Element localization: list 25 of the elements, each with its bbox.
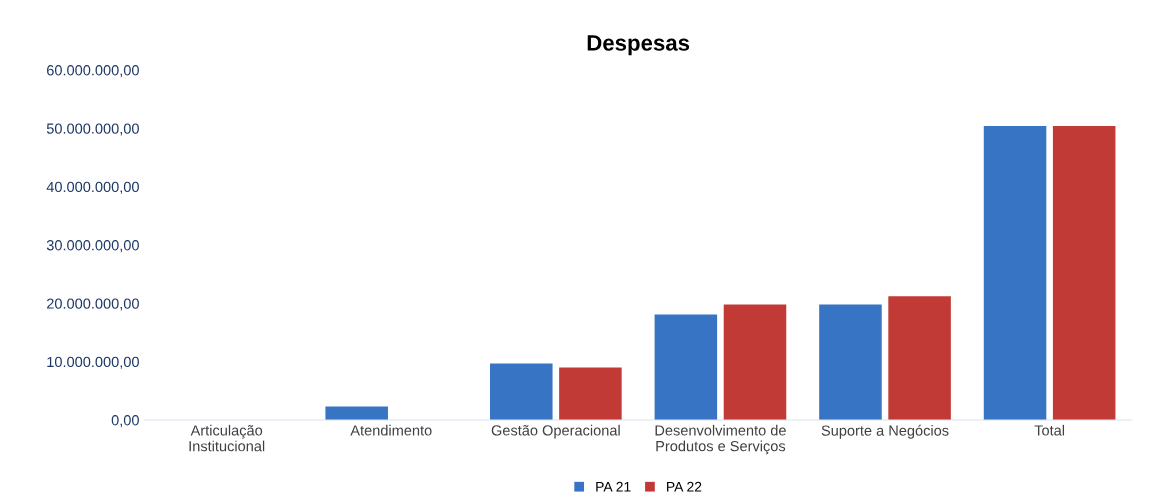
y-tick-label: 30.000.000,00 <box>46 240 139 253</box>
bar <box>819 304 882 420</box>
y-tick-label: 0,00 <box>111 415 139 428</box>
bar <box>723 304 787 420</box>
x-tick-label: Atendimento <box>350 424 432 436</box>
bar <box>559 367 622 420</box>
bar <box>983 126 1047 420</box>
bar <box>325 406 388 420</box>
legend-label: PA 22 <box>667 481 702 492</box>
x-tick-label: Desenvolvimento de Produtos e Serviços <box>655 424 786 455</box>
x-tick-label: Articulação Institucional <box>189 424 265 452</box>
y-tick-label: 50.000.000,00 <box>46 123 139 136</box>
bar <box>490 363 553 420</box>
y-tick-label: 40.000.000,00 <box>46 181 139 194</box>
x-tick-label: Gestão Operacional <box>491 424 620 439</box>
x-tick-label: Total <box>1034 424 1065 436</box>
chart-title: Despesas <box>587 35 690 56</box>
bar <box>654 314 718 420</box>
bar <box>888 296 951 420</box>
bar <box>1052 126 1116 420</box>
y-tick-label: 60.000.000,00 <box>47 65 139 78</box>
y-tick-label: 10.000.000,00 <box>47 356 139 369</box>
legend-label: PA 21 <box>596 481 631 492</box>
x-tick-label: Suporte a Negócios <box>821 424 949 439</box>
y-tick-label: 20.000.000,00 <box>47 298 139 311</box>
